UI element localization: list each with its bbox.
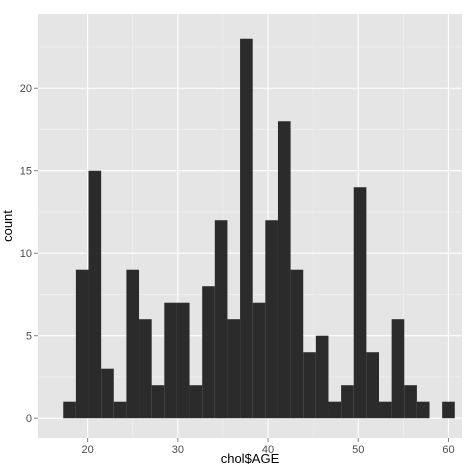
histogram-bar	[404, 385, 417, 419]
x-tick-label: 30	[172, 444, 184, 456]
histogram-bar	[341, 385, 354, 419]
y-axis-ticks: 0 5 10 15 20	[20, 83, 38, 425]
histogram-bar	[214, 220, 228, 419]
histogram-bar	[315, 335, 329, 419]
histogram-bar	[252, 302, 266, 419]
histogram-bar	[240, 38, 253, 419]
histogram-bar	[366, 352, 380, 419]
histogram-bar	[353, 187, 367, 419]
histogram-bar	[164, 302, 177, 419]
y-axis-title: count	[0, 210, 15, 242]
x-axis-ticks: 20 30 40 50 60	[81, 438, 455, 456]
histogram-bar	[126, 269, 140, 419]
histogram-bar	[151, 385, 165, 419]
histogram-bar	[227, 319, 241, 419]
y-tick-label: 15	[20, 166, 32, 178]
histogram-bar	[379, 401, 392, 419]
histogram-bar	[391, 319, 405, 419]
y-tick-label: 5	[26, 331, 32, 343]
histogram-bar	[202, 286, 215, 419]
histogram-bar	[442, 401, 455, 419]
x-tick-label: 40	[262, 444, 274, 456]
histogram-bar	[265, 220, 278, 419]
histogram-bar	[277, 121, 291, 419]
y-tick-label: 10	[20, 248, 32, 260]
histogram-bar	[113, 401, 127, 419]
histogram-bar	[176, 302, 190, 419]
histogram-bar	[290, 269, 304, 419]
x-axis-title: chol$AGE	[221, 451, 280, 466]
histogram-bar	[416, 401, 430, 419]
histogram-bar	[63, 401, 76, 419]
x-tick-label: 60	[442, 444, 454, 456]
x-tick-label: 50	[352, 444, 364, 456]
histogram-bars	[63, 38, 455, 419]
histogram-bar	[88, 170, 102, 419]
histogram-bar	[75, 269, 89, 419]
histogram-bar	[189, 385, 203, 419]
histogram-bar	[303, 352, 316, 419]
histogram-bar	[328, 401, 342, 419]
histogram-bar	[101, 368, 114, 419]
y-tick-label: 0	[26, 413, 32, 425]
histogram-bar	[139, 319, 152, 419]
y-tick-label: 20	[20, 83, 32, 95]
x-tick-label: 20	[81, 444, 93, 456]
